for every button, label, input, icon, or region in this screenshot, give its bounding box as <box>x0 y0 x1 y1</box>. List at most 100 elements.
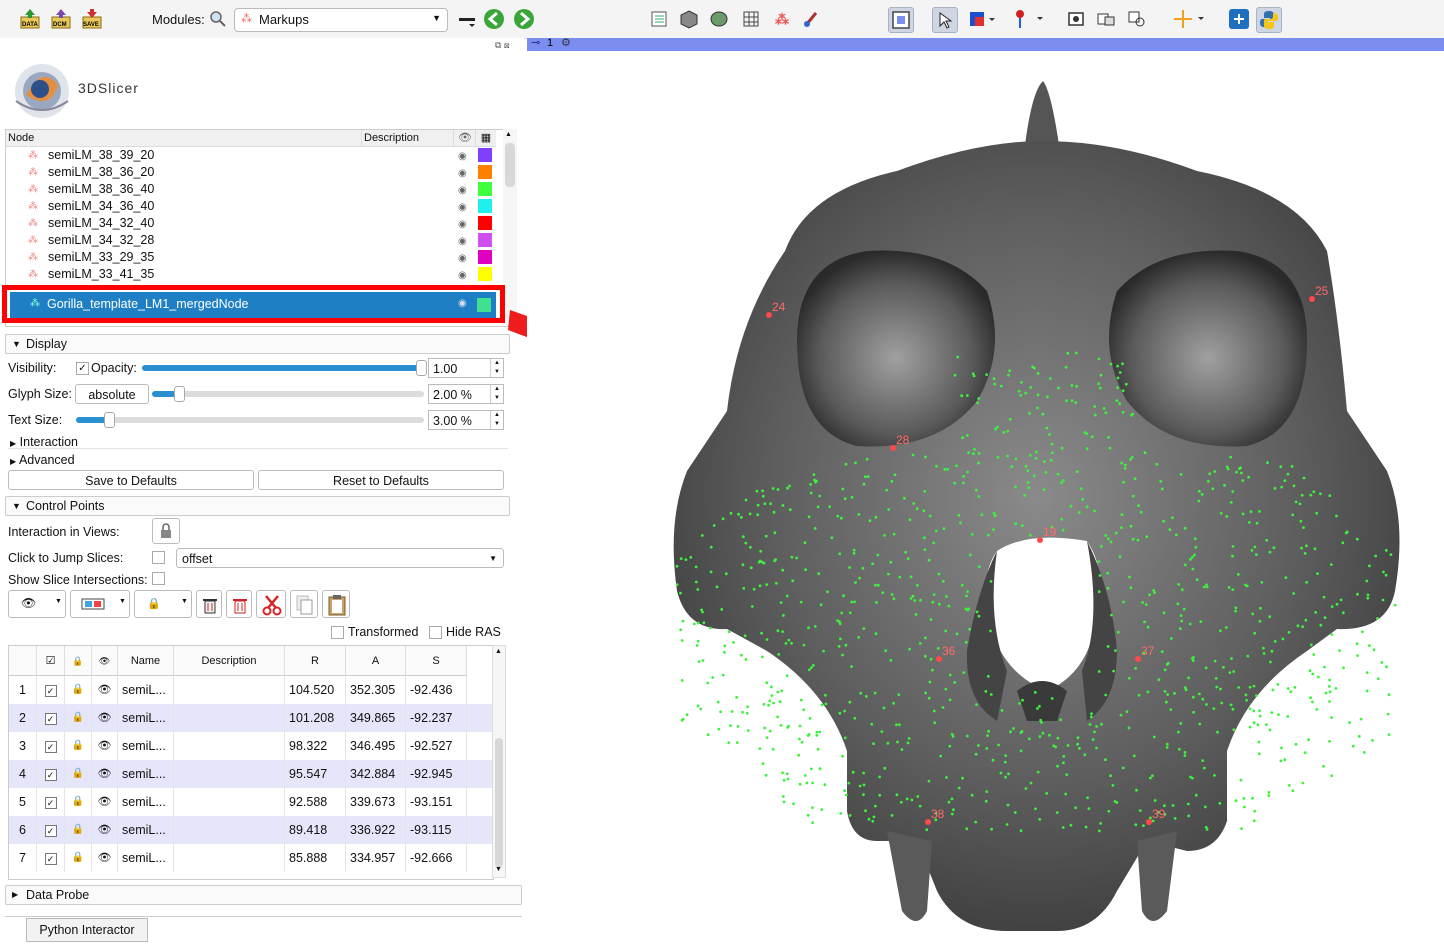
slider-handle[interactable] <box>104 412 115 428</box>
row-eye-icon[interactable]: 👁 <box>92 676 118 704</box>
visible-column-header[interactable]: 👁 <box>92 646 118 676</box>
row-s[interactable]: -93.151 <box>406 788 467 816</box>
spin-arrows-icon[interactable]: ▲ ▼ <box>490 411 503 429</box>
delete-point-button[interactable] <box>196 590 222 618</box>
eye-icon[interactable]: ◉ <box>458 185 467 196</box>
row-description[interactable] <box>174 844 285 872</box>
row-s[interactable]: -92.666 <box>406 844 467 872</box>
row-r[interactable]: 89.418 <box>285 816 346 844</box>
slider-handle[interactable] <box>416 360 427 376</box>
row-a[interactable]: 349.865 <box>346 704 406 732</box>
row-eye-icon[interactable]: 👁 <box>92 732 118 760</box>
table-row[interactable]: 4 ✓ 🔒 👁 semiL... 95.547 342.884 -92.945 <box>9 760 493 788</box>
data-module-button[interactable] <box>647 7 671 31</box>
a-column-header[interactable]: A <box>346 646 406 676</box>
table-row[interactable]: 3 ✓ 🔒 👁 semiL... 98.322 346.495 -92.527 <box>9 732 493 760</box>
cut-button[interactable] <box>256 590 286 618</box>
color-swatch[interactable] <box>477 298 491 312</box>
gorilla-skull-render[interactable]: 24 25 28 19 36 37 38 39 <box>527 51 1444 946</box>
opacity-spinbox[interactable]: 1.00 ▲ ▼ <box>428 358 504 378</box>
tree-row[interactable]: ⁂ semiLM_38_39_20 ◉ <box>6 147 498 164</box>
row-checkbox[interactable]: ✓ <box>37 732 65 760</box>
data-probe-section-header[interactable]: ▶ Data Probe <box>5 885 522 905</box>
interaction-section[interactable]: ▶ Interaction <box>10 435 78 449</box>
eye-icon[interactable]: ◉ <box>458 202 467 213</box>
copy-button[interactable] <box>290 590 318 618</box>
row-r[interactable]: 85.888 <box>285 844 346 872</box>
color-swatch[interactable] <box>478 148 492 162</box>
row-r[interactable]: 92.588 <box>285 788 346 816</box>
eye-icon[interactable]: ◉ <box>458 219 467 230</box>
row-s[interactable]: -92.436 <box>406 676 467 704</box>
segment-editor-button[interactable] <box>800 7 824 31</box>
row-a[interactable]: 339.673 <box>346 788 406 816</box>
row-s[interactable]: -92.945 <box>406 760 467 788</box>
eye-icon[interactable]: ◉ <box>458 298 467 309</box>
row-eye-icon[interactable]: 👁 <box>92 704 118 732</box>
table-row[interactable]: 7 ✓ 🔒 👁 semiL... 85.888 334.957 -92.666 <box>9 844 493 872</box>
tree-row[interactable]: ⁂ semiLM_34_36_40 ◉ <box>6 198 498 215</box>
description-column-header[interactable]: Description <box>174 646 285 676</box>
row-r[interactable]: 98.322 <box>285 732 346 760</box>
row-s[interactable]: -92.527 <box>406 732 467 760</box>
row-checkbox[interactable]: ✓ <box>37 816 65 844</box>
table-row[interactable]: 2 ✓ 🔒 👁 semiL... 101.208 349.865 -92.237 <box>9 704 493 732</box>
row-name[interactable]: semiL... <box>118 844 174 872</box>
save-button[interactable]: SAVE <box>80 7 104 31</box>
node-column-header[interactable]: Node <box>6 130 363 147</box>
row-name[interactable]: semiL... <box>118 788 174 816</box>
python-console-button[interactable] <box>1256 7 1282 33</box>
markups-module-button[interactable]: ⁂ <box>770 7 794 31</box>
row-a[interactable]: 336.922 <box>346 816 406 844</box>
eye-icon[interactable]: ◉ <box>458 151 467 162</box>
row-a[interactable]: 334.957 <box>346 844 406 872</box>
display-section-header[interactable]: ▼ Display <box>5 334 510 354</box>
row-description[interactable] <box>174 676 285 704</box>
row-checkbox[interactable]: ✓ <box>37 676 65 704</box>
extensions-button[interactable] <box>1227 7 1251 31</box>
glyph-size-slider[interactable] <box>152 386 424 402</box>
3d-view[interactable]: 24 25 28 19 36 37 38 39 <box>527 51 1444 946</box>
row-checkbox[interactable]: ✓ <box>37 844 65 872</box>
pin-icon[interactable]: ⊸ <box>531 37 541 49</box>
tree-row[interactable]: ⁂ semiLM_33_41_35 ◉ <box>6 266 498 283</box>
row-a[interactable]: 352.305 <box>346 676 406 704</box>
select-mode-button[interactable] <box>932 7 958 33</box>
jump-slices-checkbox[interactable] <box>152 551 165 564</box>
row-r[interactable]: 95.547 <box>285 760 346 788</box>
visibility-checkbox[interactable]: ✓ <box>76 362 89 375</box>
window-level-button[interactable] <box>966 7 998 31</box>
row-checkbox[interactable]: ✓ <box>37 760 65 788</box>
row-eye-icon[interactable]: 👁 <box>92 760 118 788</box>
row-description[interactable] <box>174 732 285 760</box>
selection-toggle-button[interactable]: ▼ <box>70 590 130 618</box>
module-history-button[interactable] <box>455 7 479 31</box>
transforms-module-button[interactable] <box>739 7 763 31</box>
eye-icon[interactable]: ◉ <box>458 253 467 264</box>
visibility-toggle-button[interactable]: 👁 ▼ <box>8 590 66 618</box>
color-swatch[interactable] <box>478 216 492 230</box>
eye-icon[interactable]: ◉ <box>458 270 467 281</box>
models-module-button[interactable] <box>707 7 731 31</box>
paste-button[interactable] <box>322 590 350 618</box>
glyph-size-spinbox[interactable]: 2.00 % ▲ ▼ <box>428 384 504 404</box>
row-name[interactable]: semiL... <box>118 704 174 732</box>
row-a[interactable]: 346.495 <box>346 732 406 760</box>
row-s[interactable]: -93.115 <box>406 816 467 844</box>
tree-scroll-thumb[interactable] <box>505 143 515 187</box>
row-name[interactable]: semiL... <box>118 760 174 788</box>
table-scroll-thumb[interactable] <box>495 738 503 868</box>
jump-mode-select[interactable]: offset ▼ <box>176 548 504 568</box>
row-description[interactable] <box>174 816 285 844</box>
color-swatch[interactable] <box>478 182 492 196</box>
row-name[interactable]: semiL... <box>118 732 174 760</box>
delete-all-button[interactable] <box>226 590 252 618</box>
row-description[interactable] <box>174 760 285 788</box>
row-lock-icon[interactable]: 🔒 <box>65 844 92 872</box>
row-name[interactable]: semiL... <box>118 676 174 704</box>
row-lock-icon[interactable]: 🔒 <box>65 760 92 788</box>
hide-ras-checkbox[interactable] <box>429 626 442 639</box>
tree-row[interactable]: ⁂ semiLM_34_32_28 ◉ <box>6 232 498 249</box>
tree-row[interactable]: ⁂ semiLM_38_36_40 ◉ <box>6 181 498 198</box>
control-points-table[interactable]: ☑ 🔒 👁 Name Description R A S 1 ✓ 🔒 👁 semiL..… <box>8 645 494 880</box>
